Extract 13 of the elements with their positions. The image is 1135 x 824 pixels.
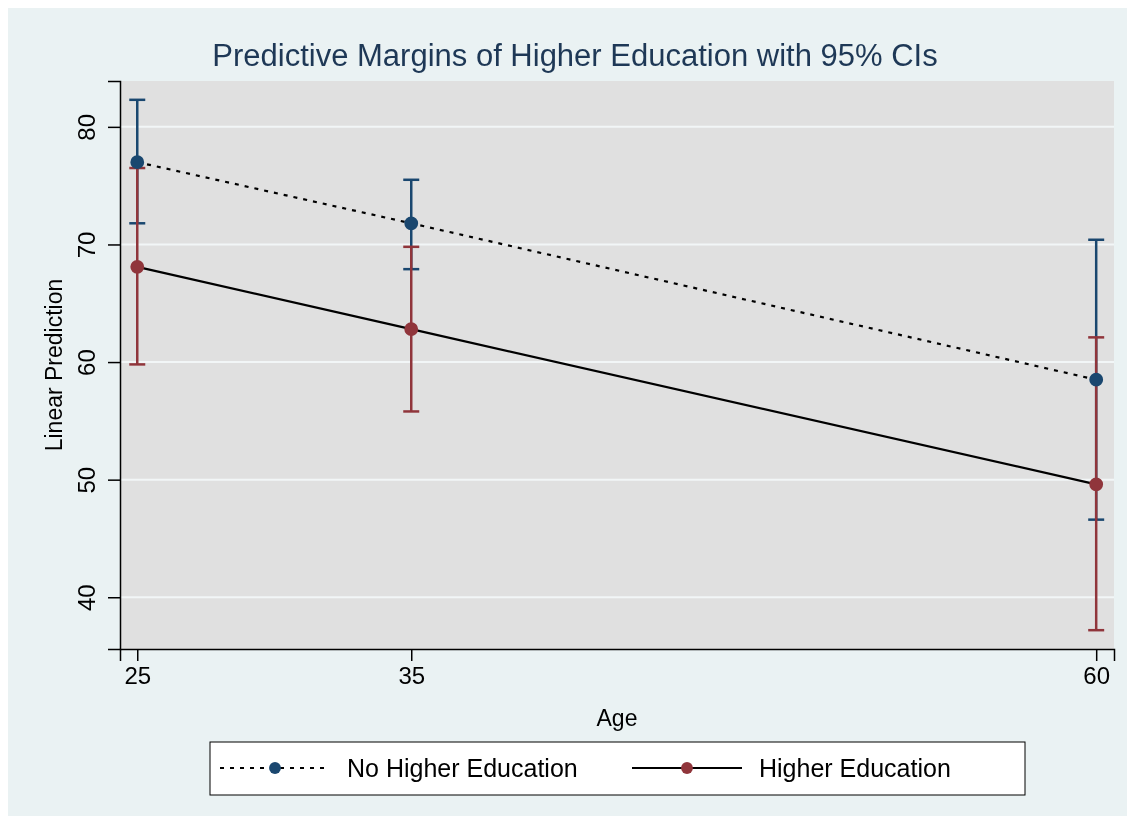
y-tick-label: 80 bbox=[72, 114, 100, 141]
y-tick-label: 40 bbox=[72, 584, 100, 612]
x-tick-label: 35 bbox=[398, 662, 426, 690]
x-tick-label: 25 bbox=[124, 662, 152, 690]
chart-title: Predictive Margins of Higher Education with 95% CIs bbox=[212, 38, 938, 73]
x-tick-label: 60 bbox=[1083, 662, 1111, 690]
legend-label: Higher Education bbox=[759, 754, 951, 782]
y-tick-label: 70 bbox=[72, 231, 100, 259]
y-tick-label: 50 bbox=[72, 466, 100, 494]
x-axis-title: Age bbox=[596, 705, 638, 731]
y-tick-label: 60 bbox=[72, 349, 100, 376]
y-axis-title: Linear Prediction bbox=[41, 278, 67, 452]
legend-label: No Higher Education bbox=[347, 754, 578, 782]
